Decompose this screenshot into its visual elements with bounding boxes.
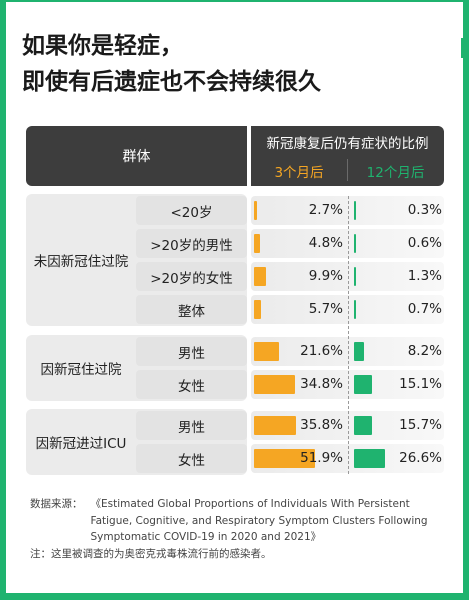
bar-row-background [251, 229, 444, 258]
ratio-header-title: 新冠康复后仍有症状的比例 [266, 136, 429, 152]
bar-3-months [254, 201, 258, 220]
bar-12-months [354, 416, 373, 435]
column-divider [348, 196, 349, 474]
value-12-months: 26.6% [399, 450, 442, 466]
group-label: 因新冠住过院 [40, 362, 122, 378]
source-text: 《Estimated Global Proportions of Individ… [90, 498, 428, 543]
bar-12-months [354, 449, 386, 468]
group-column-header: 群体 [26, 126, 247, 186]
bar-12-months [354, 267, 356, 286]
ratio-column-header: 新冠康复后仍有症状的比例 3个月后 12个月后 [251, 126, 444, 186]
value-12-months: 15.7% [399, 417, 442, 433]
value-3-months: 21.6% [300, 343, 343, 359]
subgroup-label: 整体 [136, 295, 247, 324]
value-3-months: 5.7% [308, 301, 343, 317]
value-12-months: 15.1% [399, 376, 442, 392]
bar-12-months [354, 201, 356, 220]
footer-note: 注：这里被调查的为奥密克戎毒株流行前的感染者。 [30, 547, 272, 560]
title-line-1: 如果你是轻症， [22, 33, 183, 59]
subgroup-label: 男性 [136, 337, 247, 366]
subgroup-label: >20岁的女性 [136, 262, 247, 291]
bar-3-months [254, 449, 315, 468]
value-3-months: 51.9% [300, 450, 343, 466]
value-12-months: 8.2% [407, 343, 442, 359]
bar-3-months [254, 267, 266, 286]
bar-row-background [251, 262, 444, 291]
bar-3-months [254, 375, 295, 394]
bar-12-months [354, 300, 356, 319]
subgroup-label: >20岁的男性 [136, 229, 247, 258]
bar-3-months [254, 342, 280, 361]
corner-accent-mark [461, 38, 469, 58]
value-12-months: 1.3% [407, 268, 442, 284]
header-3-months: 3个月后 [274, 165, 324, 181]
value-3-months: 2.7% [308, 202, 343, 218]
value-12-months: 0.7% [407, 301, 442, 317]
group-label: 因新冠进过ICU [35, 436, 127, 452]
bar-12-months [354, 375, 372, 394]
value-3-months: 9.9% [308, 268, 343, 284]
bar-3-months [254, 300, 261, 319]
value-12-months: 0.6% [407, 235, 442, 251]
source-label: 数据来源： [30, 498, 83, 510]
header-12-months: 12个月后 [366, 165, 425, 181]
title-line-2: 即使有后遗症也不会持续很久 [22, 69, 321, 95]
bar-12-months [354, 234, 356, 253]
value-3-months: 34.8% [300, 376, 343, 392]
subgroup-label: 女性 [136, 444, 247, 473]
page-title: 如果你是轻症， 即使有后遗症也不会持续很久 [22, 28, 442, 100]
value-3-months: 4.8% [308, 235, 343, 251]
value-12-months: 0.3% [407, 202, 442, 218]
bar-3-months [254, 416, 296, 435]
bar-row-background [251, 196, 444, 225]
subgroup-label: 男性 [136, 411, 247, 440]
bar-row-background [251, 295, 444, 324]
group-label: 未因新冠住过院 [33, 254, 129, 270]
footer: 数据来源： 《Estimated Global Proportions of I… [30, 496, 440, 562]
subgroup-label: 女性 [136, 370, 247, 399]
value-3-months: 35.8% [300, 417, 343, 433]
bar-3-months [254, 234, 260, 253]
source-row: 数据来源： 《Estimated Global Proportions of I… [30, 496, 440, 546]
bar-row-background [251, 337, 444, 366]
header-divider [347, 159, 348, 181]
subgroup-label: <20岁 [136, 196, 247, 225]
bar-12-months [354, 342, 364, 361]
